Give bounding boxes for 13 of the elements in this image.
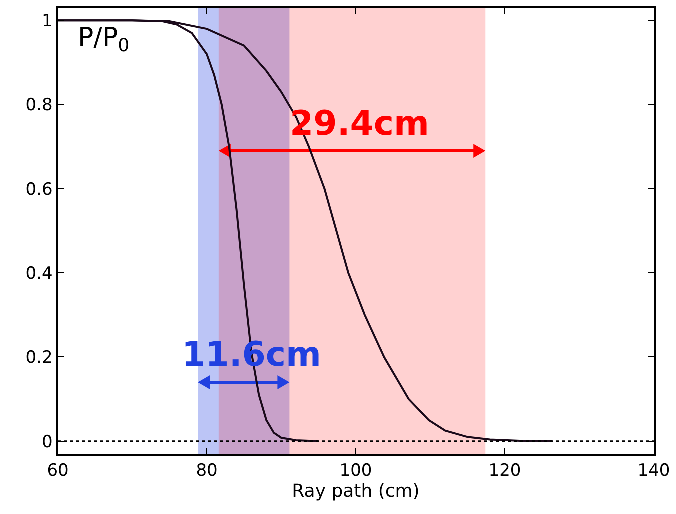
x-axis-title: Ray path (cm) (292, 481, 420, 502)
y-tick-label: 0.4 (26, 264, 53, 284)
y-tick-label: 0.2 (26, 348, 53, 368)
y-tick-label: 1 (42, 12, 53, 32)
annotation: P/P$_{0}$ (78, 23, 130, 56)
y-tick-label: 0.8 (26, 96, 53, 116)
x-tick-label: 80 (196, 461, 218, 482)
y-tick-label: 0.6 (26, 180, 53, 200)
x-tick-label: 140 (638, 461, 670, 482)
x-tick-label: 60 (47, 461, 69, 482)
x-tick-label: 100 (340, 461, 372, 482)
y-tick-label: 0 (42, 432, 53, 452)
x-tick-label: 120 (488, 461, 522, 482)
